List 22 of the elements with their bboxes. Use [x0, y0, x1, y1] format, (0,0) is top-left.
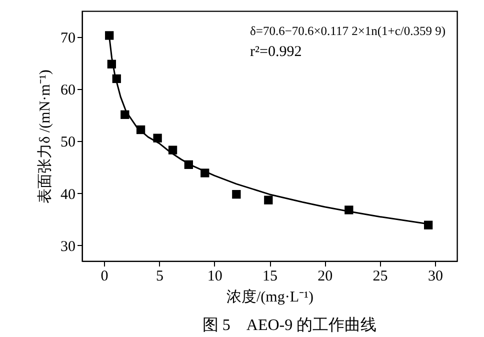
x-tick-label: 0 [100, 268, 108, 284]
y-tick-label: 60 [60, 82, 76, 99]
point [232, 190, 241, 199]
y-tick-label: 30 [60, 238, 76, 255]
x-axis-title: 浓度/(mg·L⁻¹) [226, 288, 314, 306]
annotation: r²=0.992 [250, 44, 302, 60]
annotation: δ=70.6−70.6×0.117 2×1n(1+c/0.359 9) [250, 24, 446, 38]
point [153, 134, 162, 142]
point [424, 220, 433, 230]
caption: 图 5 AEO-9 的工作曲线 [202, 316, 377, 334]
x-tick-label: 5 [156, 268, 164, 284]
y-tick-label: 70 [60, 30, 76, 47]
x-tick-label: 15 [262, 268, 278, 284]
y-axis-title: 表面张力δ /(mN·m⁻¹) [36, 70, 54, 204]
x-tick-label: 30 [428, 268, 443, 284]
y-tick-label: 40 [60, 186, 76, 203]
point [264, 196, 273, 204]
x-tick-label: 10 [207, 268, 222, 284]
x-tick-label: 25 [372, 268, 388, 284]
x-tick-label: 20 [318, 268, 333, 284]
point [105, 31, 114, 40]
y-tick-label: 50 [60, 134, 76, 151]
